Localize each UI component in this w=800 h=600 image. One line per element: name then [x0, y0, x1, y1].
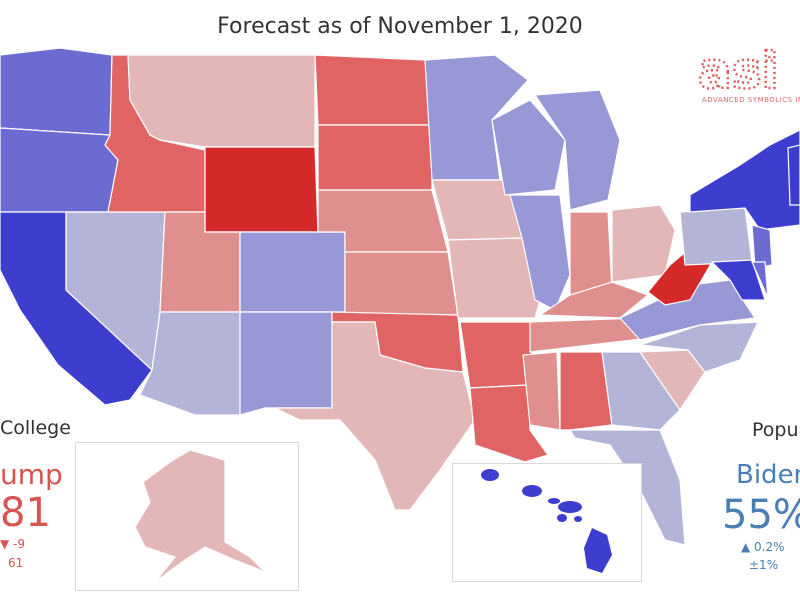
logo-subtitle: ADVANCED SYMBOLICS INC. — [702, 96, 800, 104]
popular-candidate: Biden — [736, 460, 800, 490]
state-vt[interactable] — [787, 144, 800, 206]
alaska-inset-map — [134, 449, 266, 583]
map-title: Forecast as of November 1, 2020 — [217, 14, 583, 39]
asi-logo: asi — [697, 41, 780, 102]
state-ak[interactable] — [134, 449, 266, 583]
state-ny[interactable] — [689, 129, 800, 231]
state-oh[interactable] — [611, 204, 676, 283]
state-pa[interactable] — [679, 207, 753, 266]
state-hi[interactable] — [481, 469, 612, 573]
state-mi[interactable] — [533, 89, 621, 211]
electoral-range: 61 — [8, 556, 24, 570]
electoral-change: ▼ -9 — [0, 537, 26, 551]
popular-percent: 55% — [722, 492, 800, 538]
state-fl[interactable] — [568, 429, 686, 546]
state-nm[interactable] — [239, 311, 333, 416]
hawaii-inset — [452, 463, 642, 582]
state-de[interactable] — [751, 261, 769, 299]
state-al[interactable] — [559, 351, 613, 431]
state-co[interactable] — [239, 231, 346, 313]
electoral-college-label: College — [0, 417, 71, 439]
state-ga[interactable] — [601, 351, 681, 431]
state-mt[interactable] — [127, 54, 316, 148]
state-or[interactable] — [0, 127, 119, 213]
state-wa[interactable] — [0, 47, 113, 136]
popular-change: ▲ 0.2% — [741, 540, 785, 554]
state-wi[interactable] — [491, 99, 566, 196]
state-tx[interactable] — [274, 321, 476, 511]
state-ks[interactable] — [344, 251, 459, 316]
state-mo[interactable] — [447, 237, 541, 319]
electoral-votes: 81 — [0, 490, 51, 536]
state-wy[interactable] — [204, 146, 319, 233]
svg-text:asi: asi — [698, 42, 779, 100]
state-in[interactable] — [569, 211, 613, 296]
state-md[interactable] — [710, 259, 766, 301]
popular-vote-label: Popu — [752, 419, 799, 441]
state-nd[interactable] — [314, 54, 433, 126]
popular-margin: ±1% — [749, 558, 779, 572]
state-nj[interactable] — [751, 224, 773, 269]
state-sd[interactable] — [317, 124, 433, 191]
electoral-candidate: ump — [0, 458, 63, 491]
hawaii-inset-map — [481, 469, 612, 573]
state-ky[interactable] — [538, 281, 650, 319]
